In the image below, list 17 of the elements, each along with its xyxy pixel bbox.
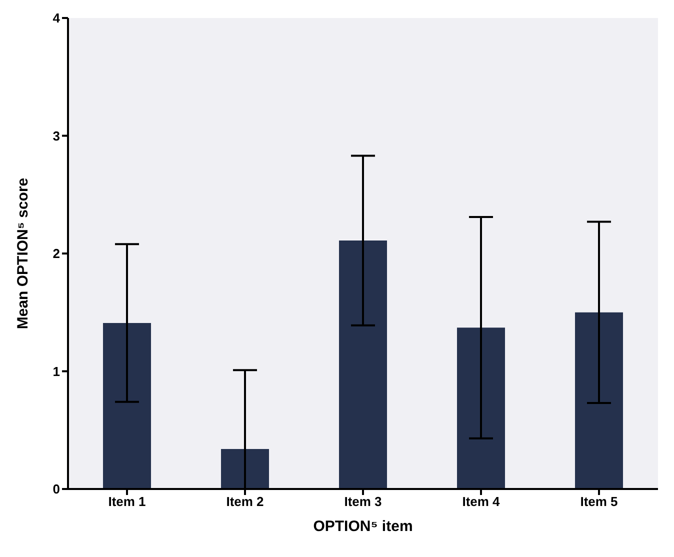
y-axis-title: Mean OPTION⁵ score [14,178,32,330]
x-tick-label: Item 3 [344,494,382,510]
bar [457,328,505,489]
y-tick-label: 3 [52,128,60,144]
bar [103,322,151,489]
bar [339,240,387,489]
x-tick-label: Item 5 [580,494,618,510]
y-tick-label: 4 [52,10,61,26]
y-tick-label: 2 [52,246,60,262]
bar [221,448,269,489]
x-axis-title: OPTION⁵ item [313,518,413,535]
bar [575,312,623,489]
x-tick-label: Item 2 [226,494,264,510]
y-tick-label: 0 [52,482,60,497]
y-tick-label: 1 [52,364,60,379]
x-tick-label: Item 1 [108,494,146,510]
x-tick-label: Item 4 [462,494,501,510]
